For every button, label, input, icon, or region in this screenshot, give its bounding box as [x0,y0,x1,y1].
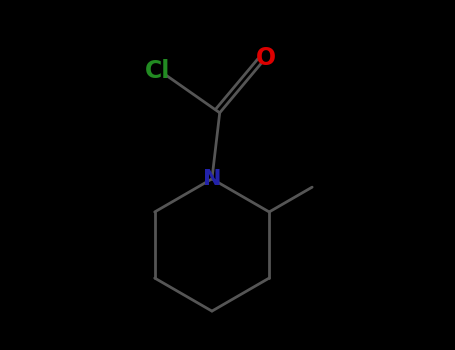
Text: N: N [202,169,221,189]
Text: Cl: Cl [145,59,171,83]
Text: O: O [256,46,276,70]
